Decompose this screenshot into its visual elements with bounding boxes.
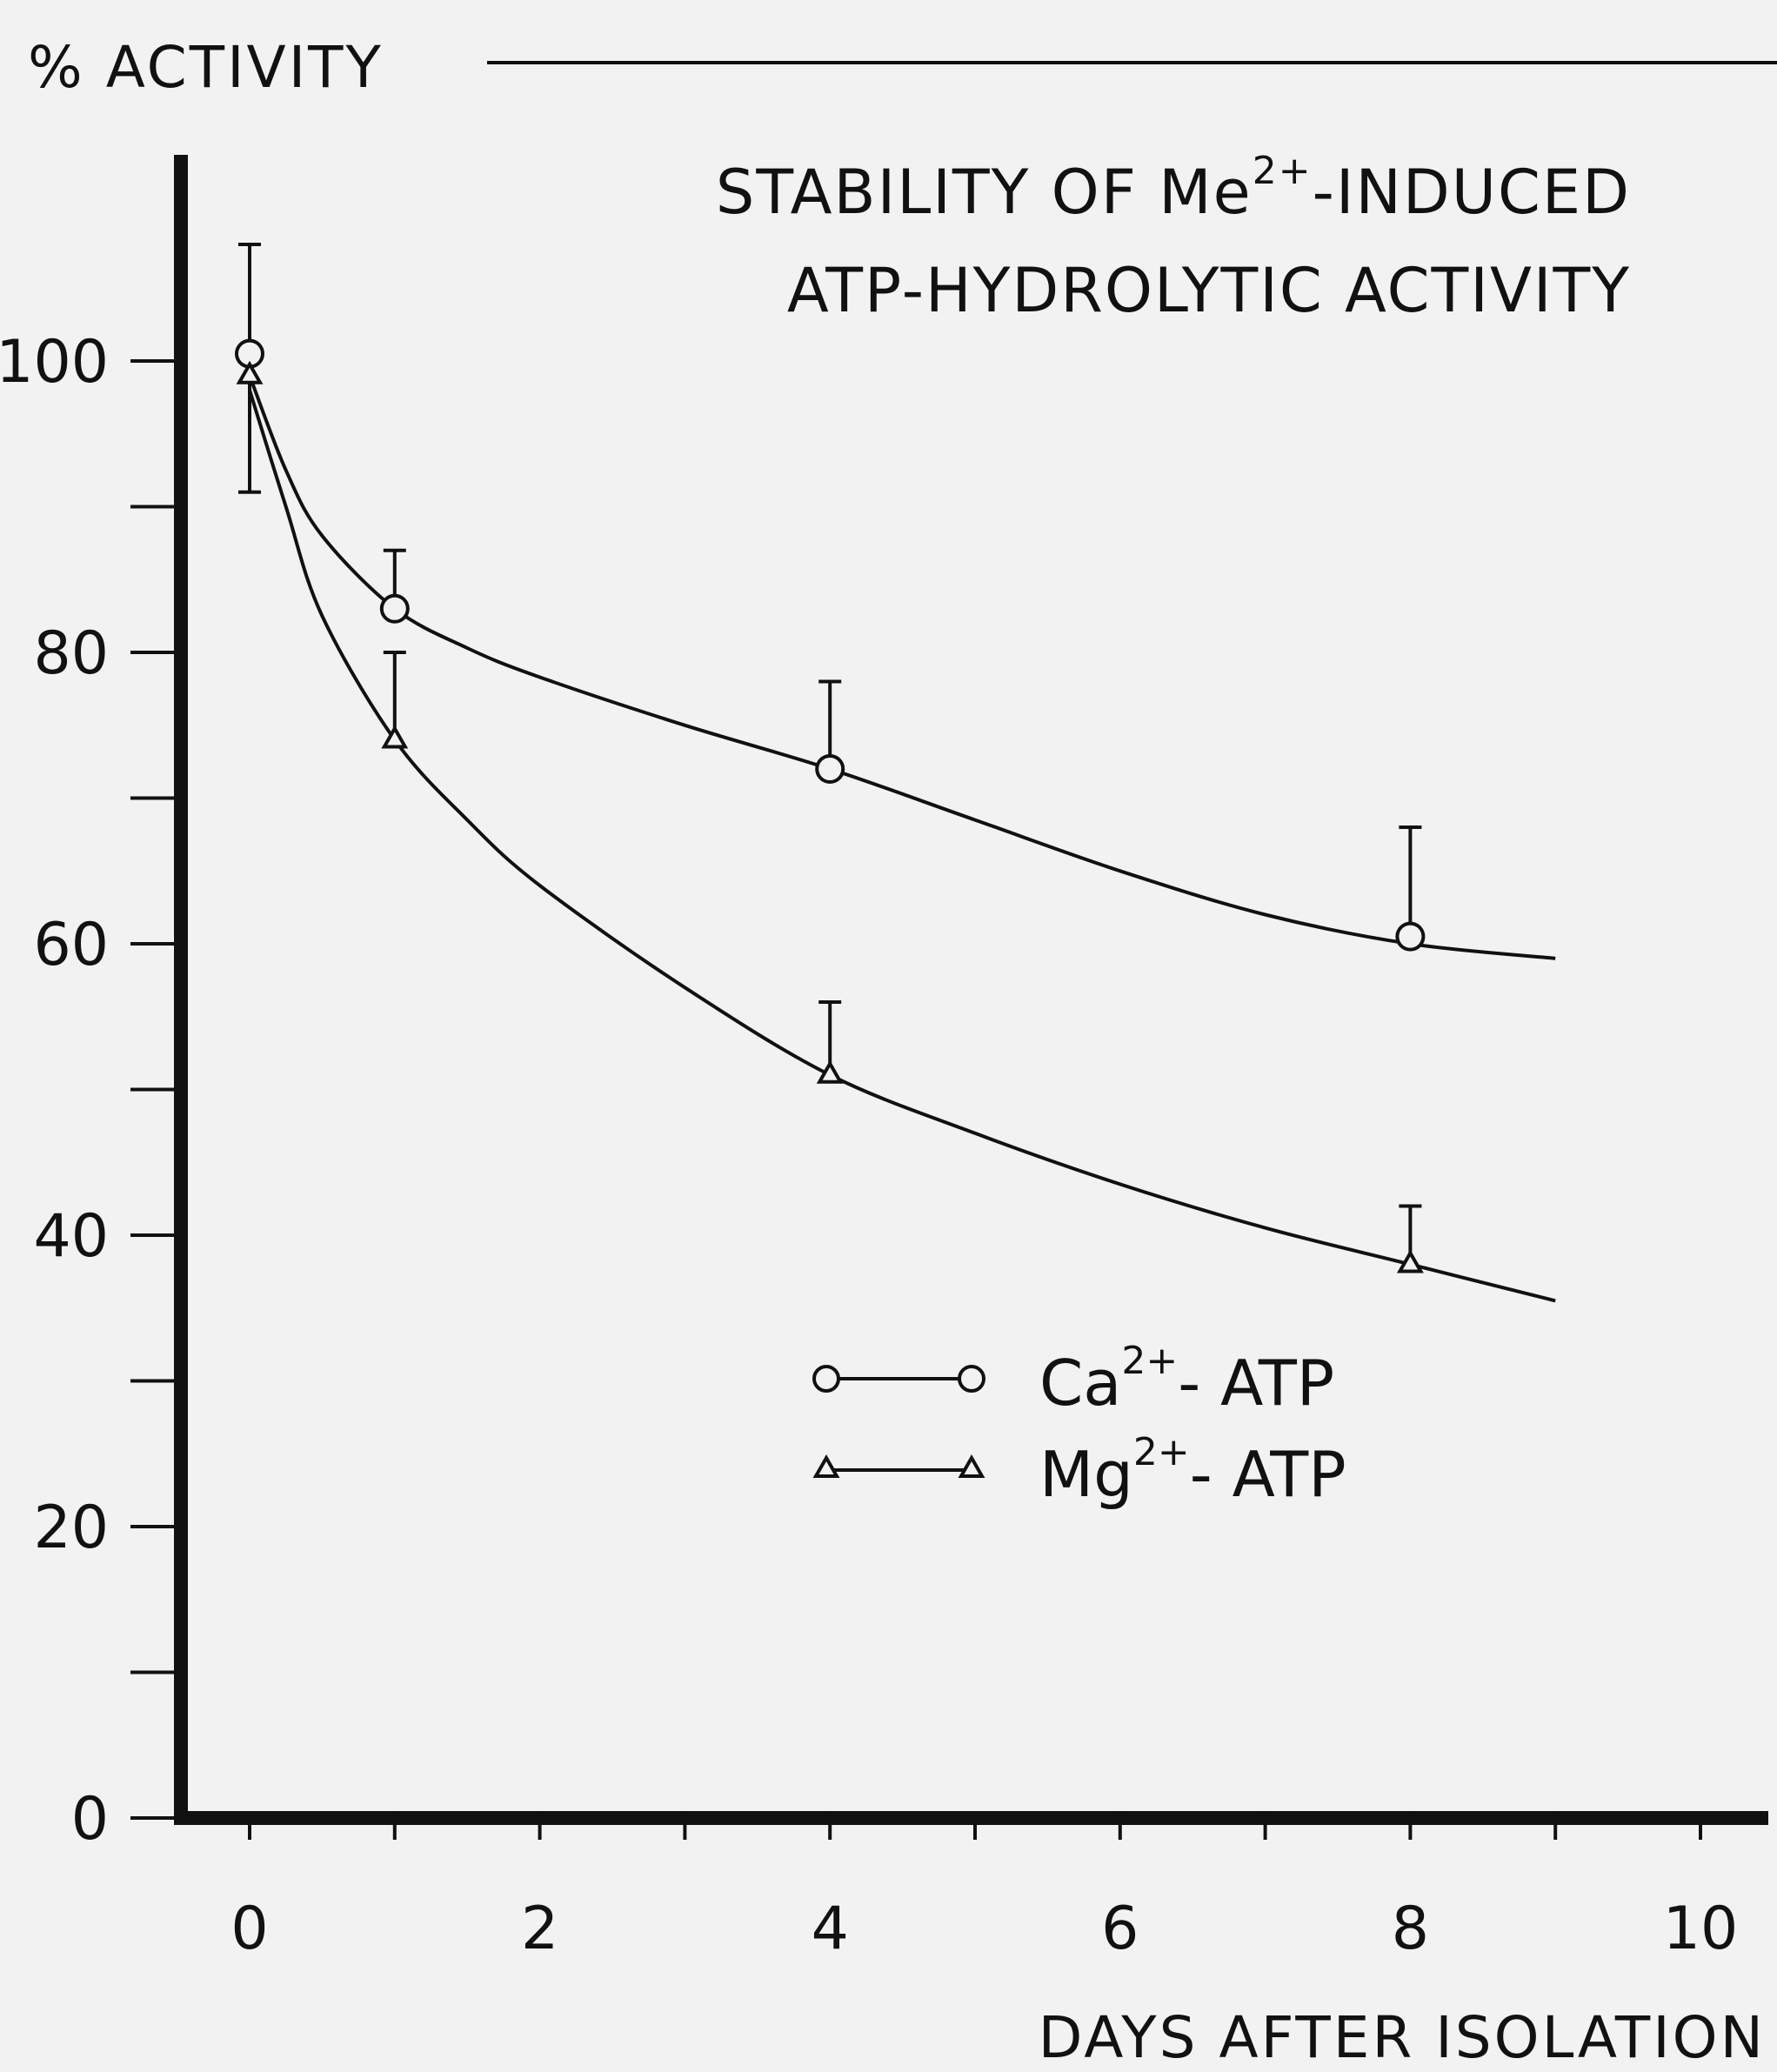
legend-label-ca: Ca2+- ATP [1039, 1339, 1334, 1420]
chart-title-pre: STABILITY OF Me [716, 157, 1253, 228]
data-point-ca [815, 754, 845, 784]
series-line-ca [248, 375, 1556, 960]
legend-mg-sup: 2+ [1133, 1430, 1190, 1474]
series-line-mg [248, 389, 1556, 1303]
legend-ca-sup: 2+ [1121, 1339, 1178, 1383]
y-ticks: 0 20 40 60 80 100 [0, 328, 181, 1854]
x-tick-label: 8 [1392, 1895, 1429, 1963]
legend-item-ca: Ca2+- ATP [812, 1339, 1334, 1420]
plot-area [235, 243, 1556, 1303]
data-point-mg [816, 1059, 844, 1084]
legend-ca-pre: Ca [1039, 1347, 1121, 1420]
legend-marker-ca-end [958, 1365, 985, 1393]
legend-marker-ca-start [812, 1365, 840, 1393]
legend-mg-pre: Mg [1039, 1438, 1133, 1511]
y-tick-label: 0 [71, 1785, 109, 1854]
y-tick-label: 40 [33, 1202, 109, 1271]
chart-title-sup: 2+ [1253, 149, 1313, 193]
data-point-mg [1396, 1249, 1424, 1273]
chart-title-line1: STABILITY OF Me2+-INDUCED [716, 149, 1631, 228]
x-tick-label: 0 [230, 1895, 268, 1963]
x-tick-label: 10 [1663, 1895, 1739, 1963]
data-point-mg [236, 360, 264, 384]
data-point-ca [379, 593, 410, 624]
data-point-mg [381, 725, 409, 749]
chart-title-post: -INDUCED [1313, 157, 1631, 228]
y-tick-label: 60 [33, 911, 109, 979]
legend-marker-mg-start [812, 1454, 840, 1478]
data-point-ca [1395, 921, 1426, 952]
y-tick-label: 100 [0, 328, 109, 397]
legend-item-mg: Mg2+- ATP [812, 1430, 1346, 1511]
y-tick-label: 80 [33, 619, 109, 688]
y-axis-title: % ACTIVITY [28, 34, 384, 101]
x-tick-label: 2 [521, 1895, 558, 1963]
x-ticks: 0 2 4 6 8 10 [230, 1811, 1738, 1963]
x-tick-label: 4 [812, 1895, 849, 1963]
chart-title-line2: ATP-HYDROLYTIC ACTIVITY [787, 255, 1631, 326]
legend-marker-mg-end [958, 1454, 985, 1478]
x-axis-title: DAYS AFTER ISOLATION [1039, 2004, 1766, 2071]
legend-label-mg: Mg2+- ATP [1039, 1430, 1346, 1511]
y-tick-label: 20 [33, 1494, 109, 1562]
legend: Ca2+- ATP Mg2+- ATP [812, 1339, 1346, 1511]
legend-ca-post: - ATP [1178, 1347, 1334, 1420]
x-tick-label: 6 [1101, 1895, 1139, 1963]
legend-mg-post: - ATP [1190, 1438, 1346, 1511]
